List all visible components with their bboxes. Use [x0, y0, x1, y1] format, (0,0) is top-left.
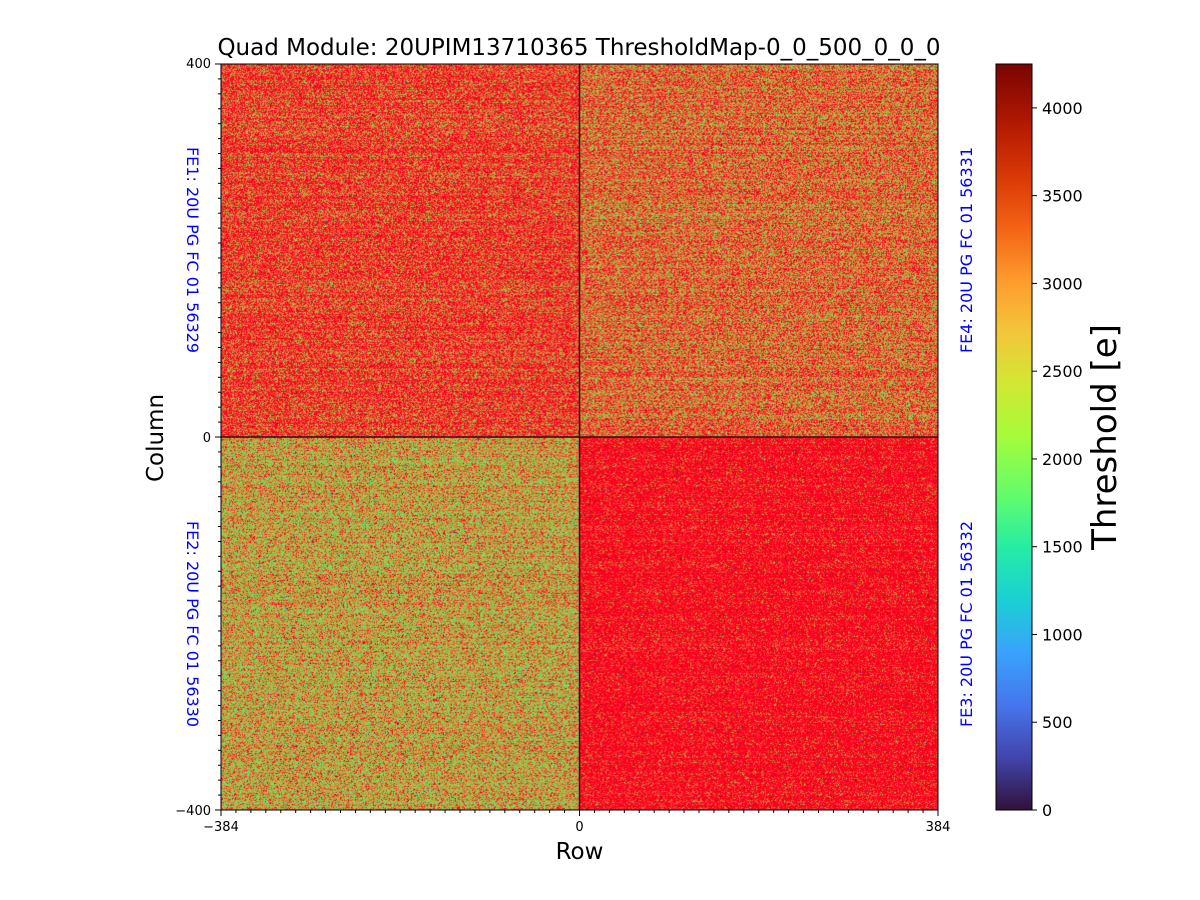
heatmap-quadrant-2 — [579, 64, 938, 437]
y-tick-label-min: −400 — [175, 804, 211, 819]
colorbar-label: Threshold [e] — [1085, 324, 1125, 551]
fe4-label: FE4: 20U PG FC 01 56331 — [957, 147, 976, 353]
colorbar — [995, 63, 1033, 811]
colorbar-tick-label: 1500 — [1042, 538, 1083, 557]
y-tick-label-max: 400 — [186, 57, 211, 72]
colorbar-tick-label: 4000 — [1042, 99, 1083, 118]
x-axis-label: Row — [556, 839, 604, 865]
x-tick-label-min: −384 — [203, 820, 239, 835]
colorbar-tick-label: 3000 — [1042, 274, 1083, 293]
fe1-label: FE1: 20U PG FC 01 56329 — [183, 147, 202, 353]
chart-title: Quad Module: 20UPIM13710365 ThresholdMap… — [217, 35, 940, 61]
y-tick-label-zero: 0 — [203, 431, 211, 446]
colorbar-tick-label: 0 — [1042, 801, 1052, 820]
heatmap-quadrant-1 — [221, 64, 580, 437]
heatmap-quadrant-3 — [221, 437, 580, 810]
colorbar-tick-label: 2000 — [1042, 450, 1083, 469]
colorbar-tick-label: 1000 — [1042, 625, 1083, 644]
y-axis-label: Column — [143, 394, 169, 482]
colorbar-tick-label: 500 — [1042, 713, 1073, 732]
x-tick-label-zero: 0 — [575, 820, 583, 835]
fe3-label: FE3: 20U PG FC 01 56332 — [957, 521, 976, 727]
heatmap-area — [221, 64, 938, 810]
axis-ticks — [215, 63, 939, 816]
x-tick-label-max: 384 — [926, 820, 951, 835]
colorbar-tick-label: 3500 — [1042, 187, 1083, 206]
colorbar-ticks: 0 500 1000 1500 2000 2500 3000 3500 4000 — [1032, 99, 1083, 820]
fe2-label: FE2: 20U PG FC 01 56330 — [183, 521, 202, 727]
colorbar-tick-label: 2500 — [1042, 362, 1083, 381]
heatmap-quadrant-4 — [579, 437, 938, 810]
